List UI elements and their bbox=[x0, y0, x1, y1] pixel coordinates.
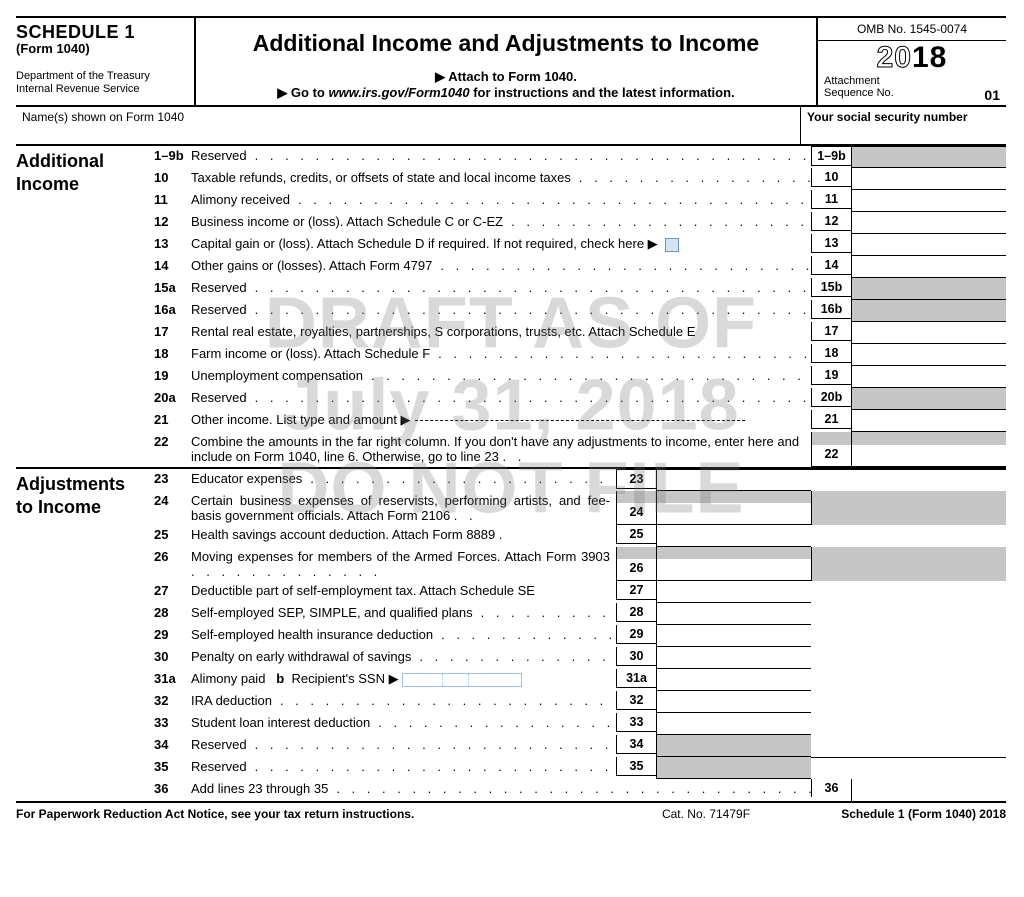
catalog-number: Cat. No. 71479F bbox=[606, 807, 806, 821]
form-container: DRAFT AS OF July 31, 2018 DO NOT FILE SC… bbox=[16, 16, 1006, 821]
name-ssn-row: Name(s) shown on Form 1040 Your social s… bbox=[16, 105, 1006, 144]
amount-12[interactable] bbox=[851, 212, 1006, 234]
amount-18[interactable] bbox=[851, 344, 1006, 366]
name-cell: Name(s) shown on Form 1040 bbox=[16, 107, 801, 144]
section-additional-income: Additional Income 1–9b Reserved 1–9b 10 … bbox=[16, 144, 1006, 467]
omb-number: OMB No. 1545-0074 bbox=[818, 18, 1006, 41]
section-b-label: Adjustments to Income bbox=[16, 469, 146, 801]
line-11: 11 Alimony received 11 bbox=[146, 190, 1006, 212]
amount-33[interactable] bbox=[656, 713, 811, 735]
amount-20b[interactable] bbox=[851, 388, 1006, 410]
form-id: Schedule 1 (Form 1040) 2018 bbox=[806, 807, 1006, 821]
line-28: 28 Self-employed SEP, SIMPLE, and qualif… bbox=[146, 603, 1006, 625]
recipient-ssn-input[interactable] bbox=[402, 673, 522, 687]
schedule-label: SCHEDULE 1 bbox=[16, 22, 188, 43]
amount-21[interactable] bbox=[851, 410, 1006, 432]
section-adjustments: Adjustments to Income 23 Educator expens… bbox=[16, 467, 1006, 801]
amount-29[interactable] bbox=[656, 625, 811, 647]
amount-28[interactable] bbox=[656, 603, 811, 625]
line-21: 21 Other income. List type and amount ▶ … bbox=[146, 410, 1006, 432]
amount-36[interactable] bbox=[851, 779, 1006, 801]
amount-23[interactable] bbox=[656, 469, 811, 491]
amount-15b[interactable] bbox=[851, 278, 1006, 300]
amount-30[interactable] bbox=[656, 647, 811, 669]
form-footer: For Paperwork Reduction Act Notice, see … bbox=[16, 801, 1006, 821]
line-18: 18 Farm income or (loss). Attach Schedul… bbox=[146, 344, 1006, 366]
line-14: 14 Other gains or (losses). Attach Form … bbox=[146, 256, 1006, 278]
line-23: 23 Educator expenses 23 bbox=[146, 469, 1006, 491]
line-26: 26 Moving expenses for members of the Ar… bbox=[146, 547, 1006, 581]
line-31a: 31a Alimony paid b Recipient's SSN ▶ 31a bbox=[146, 669, 1006, 691]
paperwork-notice: For Paperwork Reduction Act Notice, see … bbox=[16, 807, 606, 821]
amount-19[interactable] bbox=[851, 366, 1006, 388]
name-label: Name(s) shown on Form 1040 bbox=[22, 110, 184, 124]
line-27: 27 Deductible part of self-employment ta… bbox=[146, 581, 1006, 603]
ssn-label: Your social security number bbox=[807, 110, 968, 124]
line-21-type-amount-input[interactable] bbox=[415, 420, 745, 421]
header-left: SCHEDULE 1 (Form 1040) Department of the… bbox=[16, 18, 196, 105]
amount-26[interactable] bbox=[656, 559, 811, 581]
line-19: 19 Unemployment compensation 19 bbox=[146, 366, 1006, 388]
line-13-checkbox[interactable] bbox=[665, 238, 679, 252]
line-20a: 20a Reserved 20b bbox=[146, 388, 1006, 410]
section-b-body: 23 Educator expenses 23 24 Certain busin… bbox=[146, 469, 1006, 801]
tax-year: 2018 bbox=[818, 41, 1006, 75]
amount-34[interactable] bbox=[656, 735, 811, 757]
section-a-body: 1–9b Reserved 1–9b 10 Taxable refunds, c… bbox=[146, 146, 1006, 467]
form-header: SCHEDULE 1 (Form 1040) Department of the… bbox=[16, 16, 1006, 105]
attachment-sequence: Attachment Sequence No. 01 bbox=[818, 75, 1006, 103]
line-29: 29 Self-employed health insurance deduct… bbox=[146, 625, 1006, 647]
amount-14[interactable] bbox=[851, 256, 1006, 278]
amount-24[interactable] bbox=[656, 503, 811, 525]
header-right: OMB No. 1545-0074 2018 Attachment Sequen… bbox=[816, 18, 1006, 105]
amount-32[interactable] bbox=[656, 691, 811, 713]
attach-instruction: ▶ Attach to Form 1040. bbox=[206, 69, 806, 85]
line-36: 36 Add lines 23 through 35 36 bbox=[146, 779, 1006, 801]
line-35: 35 Reserved 35 bbox=[146, 757, 1006, 779]
amount-22[interactable] bbox=[851, 445, 1006, 467]
line-1-9b: 1–9b Reserved 1–9b bbox=[146, 146, 1006, 168]
line-12: 12 Business income or (loss). Attach Sch… bbox=[146, 212, 1006, 234]
amount-13[interactable] bbox=[851, 234, 1006, 256]
amount-10[interactable] bbox=[851, 168, 1006, 190]
line-17: 17 Rental real estate, royalties, partne… bbox=[146, 322, 1006, 344]
line-16a: 16a Reserved 16b bbox=[146, 300, 1006, 322]
amount-17[interactable] bbox=[851, 322, 1006, 344]
amount-27[interactable] bbox=[656, 581, 811, 603]
line-15a: 15a Reserved 15b bbox=[146, 278, 1006, 300]
line-33: 33 Student loan interest deduction 33 bbox=[146, 713, 1006, 735]
line-24: 24 Certain business expenses of reservis… bbox=[146, 491, 1006, 525]
line-30: 30 Penalty on early withdrawal of saving… bbox=[146, 647, 1006, 669]
amount-31a[interactable] bbox=[656, 669, 811, 691]
form-title: Additional Income and Adjustments to Inc… bbox=[206, 30, 806, 57]
line-34: 34 Reserved 34 bbox=[146, 735, 1006, 757]
amount-1-9b[interactable] bbox=[851, 146, 1006, 168]
amount-11[interactable] bbox=[851, 190, 1006, 212]
line-25: 25 Health savings account deduction. Att… bbox=[146, 525, 1006, 547]
header-middle: Additional Income and Adjustments to Inc… bbox=[196, 18, 816, 105]
amount-25[interactable] bbox=[656, 525, 811, 547]
line-32: 32 IRA deduction 32 bbox=[146, 691, 1006, 713]
amount-16b[interactable] bbox=[851, 300, 1006, 322]
section-a-label: Additional Income bbox=[16, 146, 146, 467]
goto-instruction: ▶ Go to www.irs.gov/Form1040 for instruc… bbox=[206, 85, 806, 101]
form-1040-label: (Form 1040) bbox=[16, 41, 188, 56]
line-13: 13 Capital gain or (loss). Attach Schedu… bbox=[146, 234, 1006, 256]
amount-35[interactable] bbox=[656, 757, 811, 779]
ssn-cell: Your social security number bbox=[801, 107, 1006, 144]
department-label: Department of the Treasury Internal Reve… bbox=[16, 70, 188, 96]
line-10: 10 Taxable refunds, credits, or offsets … bbox=[146, 168, 1006, 190]
line-22: 22 Combine the amounts in the far right … bbox=[146, 432, 1006, 467]
